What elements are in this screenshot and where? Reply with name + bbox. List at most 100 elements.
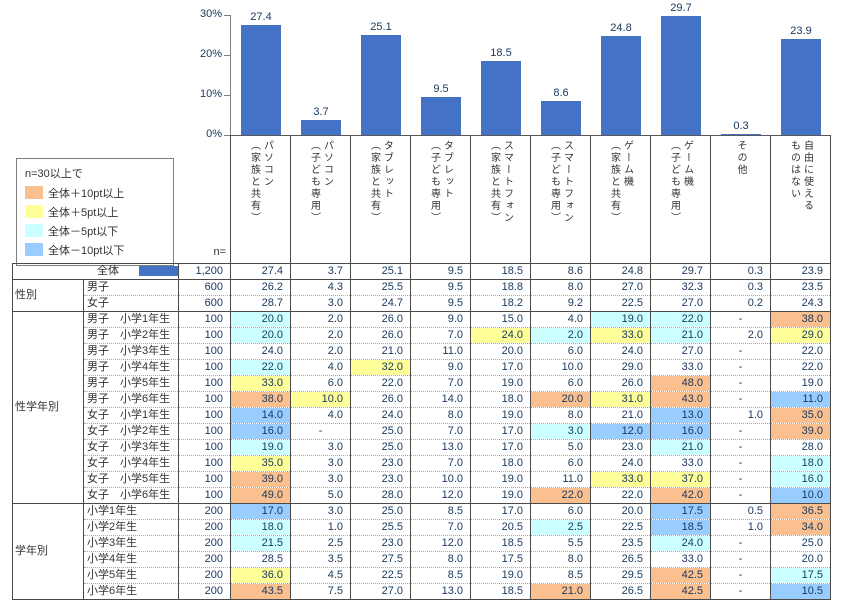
- value-cell: 10.0: [290, 391, 351, 408]
- value-cell: -: [710, 535, 771, 552]
- column-header: ゲーム機 （家族と共有）: [590, 135, 650, 263]
- value-cell: -: [710, 375, 771, 392]
- legend-item: 全体－10pt以下: [25, 240, 165, 259]
- column-header: スマートフォン （家族と共有）: [470, 135, 530, 263]
- legend-swatch: [25, 205, 43, 218]
- value-cell: 19.0: [470, 407, 531, 424]
- value-cell: 10.5: [770, 583, 831, 600]
- value-cell: 23.0: [350, 455, 411, 472]
- legend-swatch: [25, 186, 43, 199]
- bar: [421, 97, 461, 135]
- value-cell: 27.0: [350, 583, 411, 600]
- y-axis-tick-label: 30%: [199, 8, 222, 20]
- column-header-label: パソコン （家族と共有）: [248, 140, 273, 224]
- value-cell: 25.5: [350, 279, 411, 296]
- value-cell: 33.0: [590, 327, 651, 344]
- table-row: 小学5年生 200 36.0 4.5 22.5 8.5 19.0 8.5 29.5 42.5-17…: [13, 567, 831, 584]
- value-cell: 42.5: [650, 583, 711, 600]
- value-cell: 4.0: [530, 311, 591, 328]
- table-row: 女子 600 28.7 3.0 24.7 9.5 18.2 9.2 22.5 27.0 0.2 24.…: [13, 295, 831, 312]
- value-cell: 26.0: [350, 391, 411, 408]
- n-cell: 200: [178, 503, 231, 520]
- n-cell: 100: [178, 375, 231, 392]
- value-cell: 35.0: [230, 455, 291, 472]
- value-cell: 28.0: [770, 439, 831, 456]
- value-cell: 13.0: [410, 439, 471, 456]
- bar-group: 27.4: [231, 11, 291, 135]
- value-cell: 4.3: [290, 279, 351, 296]
- value-cell: 19.0: [470, 567, 531, 584]
- n-cell: 100: [178, 311, 231, 328]
- value-cell: 25.1: [350, 263, 411, 280]
- column-header-label: 自由に使える ものはない: [788, 140, 813, 212]
- value-cell: 10.0: [770, 487, 831, 504]
- value-cell: 18.5: [650, 519, 711, 536]
- bar-group: 23.9: [771, 15, 831, 135]
- value-cell: 21.0: [350, 343, 411, 360]
- row-label: 女子 小学4年生: [83, 455, 179, 472]
- column-header-label: スマートフォン （子ども専用）: [548, 140, 573, 224]
- value-cell: 18.0: [230, 519, 291, 536]
- value-cell: 26.2: [230, 279, 291, 296]
- value-cell: -: [710, 567, 771, 584]
- value-cell: 39.0: [770, 423, 831, 440]
- table-row: 女子 小学4年生 100 35.0 3.0 23.0 7.0 18.0 6.0 24.0 33.0…: [13, 455, 831, 472]
- table-row: 男子 小学5年生 100 33.0 6.0 22.0 7.0 19.0 6.0 26.0 48.0…: [13, 375, 831, 392]
- row-label: 女子 小学3年生: [83, 439, 179, 456]
- bar-group: 8.6: [531, 15, 591, 135]
- bar-value-label: 23.9: [790, 25, 812, 38]
- value-cell: 11.0: [530, 471, 591, 488]
- value-cell: 16.0: [230, 423, 291, 440]
- value-cell: 2.0: [530, 327, 591, 344]
- value-cell: 24.0: [590, 455, 651, 472]
- y-axis-tick: [224, 15, 230, 16]
- value-cell: 3.5: [290, 551, 351, 568]
- value-cell: -: [710, 343, 771, 360]
- value-cell: 23.9: [770, 263, 831, 280]
- bar-chart: 30% 20% 10% 0% 27.4 3.7 25.1 9.5 18.5 8.6 24.8 29.…: [0, 0, 842, 140]
- table-row: 女子 小学3年生 100 19.0 3.0 25.0 13.0 17.0 5.0 23.0 21.…: [13, 439, 831, 456]
- value-cell: 49.0: [230, 487, 291, 504]
- legend-item-label: 全体－5pt以下: [48, 225, 119, 238]
- value-cell: 22.5: [350, 567, 411, 584]
- value-cell: 9.5: [410, 263, 471, 280]
- value-cell: 26.5: [590, 551, 651, 568]
- n-cell: 600: [178, 295, 231, 312]
- value-cell: 3.0: [290, 455, 351, 472]
- n-cell: 200: [178, 535, 231, 552]
- legend-item: 全体－5pt以下: [25, 221, 165, 240]
- column-header-label: スマートフォン （家族と共有）: [488, 140, 513, 224]
- value-cell: -: [710, 423, 771, 440]
- value-cell: 17.0: [470, 439, 531, 456]
- bar-value-label: 24.8: [610, 21, 632, 34]
- row-label: 男子 小学5年生: [83, 375, 179, 392]
- value-cell: 11.0: [770, 391, 831, 408]
- value-cell: 6.0: [530, 455, 591, 472]
- n-cell: 100: [178, 343, 231, 360]
- value-cell: 33.0: [650, 455, 711, 472]
- value-cell: 33.0: [650, 359, 711, 376]
- value-cell: 29.0: [590, 359, 651, 376]
- row-label: 小学2年生: [83, 519, 179, 536]
- value-cell: 4.0: [290, 359, 351, 376]
- value-cell: 2.0: [710, 327, 771, 344]
- value-cell: 27.5: [350, 551, 411, 568]
- bar: [301, 120, 341, 135]
- column-header: ゲーム機 （子ども専用）: [650, 135, 710, 263]
- bar: [781, 39, 821, 135]
- row-label: 小学4年生: [83, 551, 179, 568]
- bar: [661, 16, 701, 135]
- row-label: 女子 小学5年生: [83, 471, 179, 488]
- value-cell: 0.5: [710, 503, 771, 520]
- n-cell: 200: [178, 551, 231, 568]
- value-cell: 20.0: [590, 503, 651, 520]
- row-label: 女子 小学6年生: [83, 487, 179, 504]
- column-header-label: タブレット （子ども専用）: [428, 140, 453, 224]
- value-cell: 3.0: [290, 503, 351, 520]
- value-cell: 33.0: [650, 551, 711, 568]
- value-cell: 3.0: [530, 423, 591, 440]
- y-axis-tick: [224, 55, 230, 56]
- n-column-header: n=: [213, 246, 226, 258]
- bar: [541, 100, 581, 135]
- row-label: 男子 小学1年生: [83, 311, 179, 328]
